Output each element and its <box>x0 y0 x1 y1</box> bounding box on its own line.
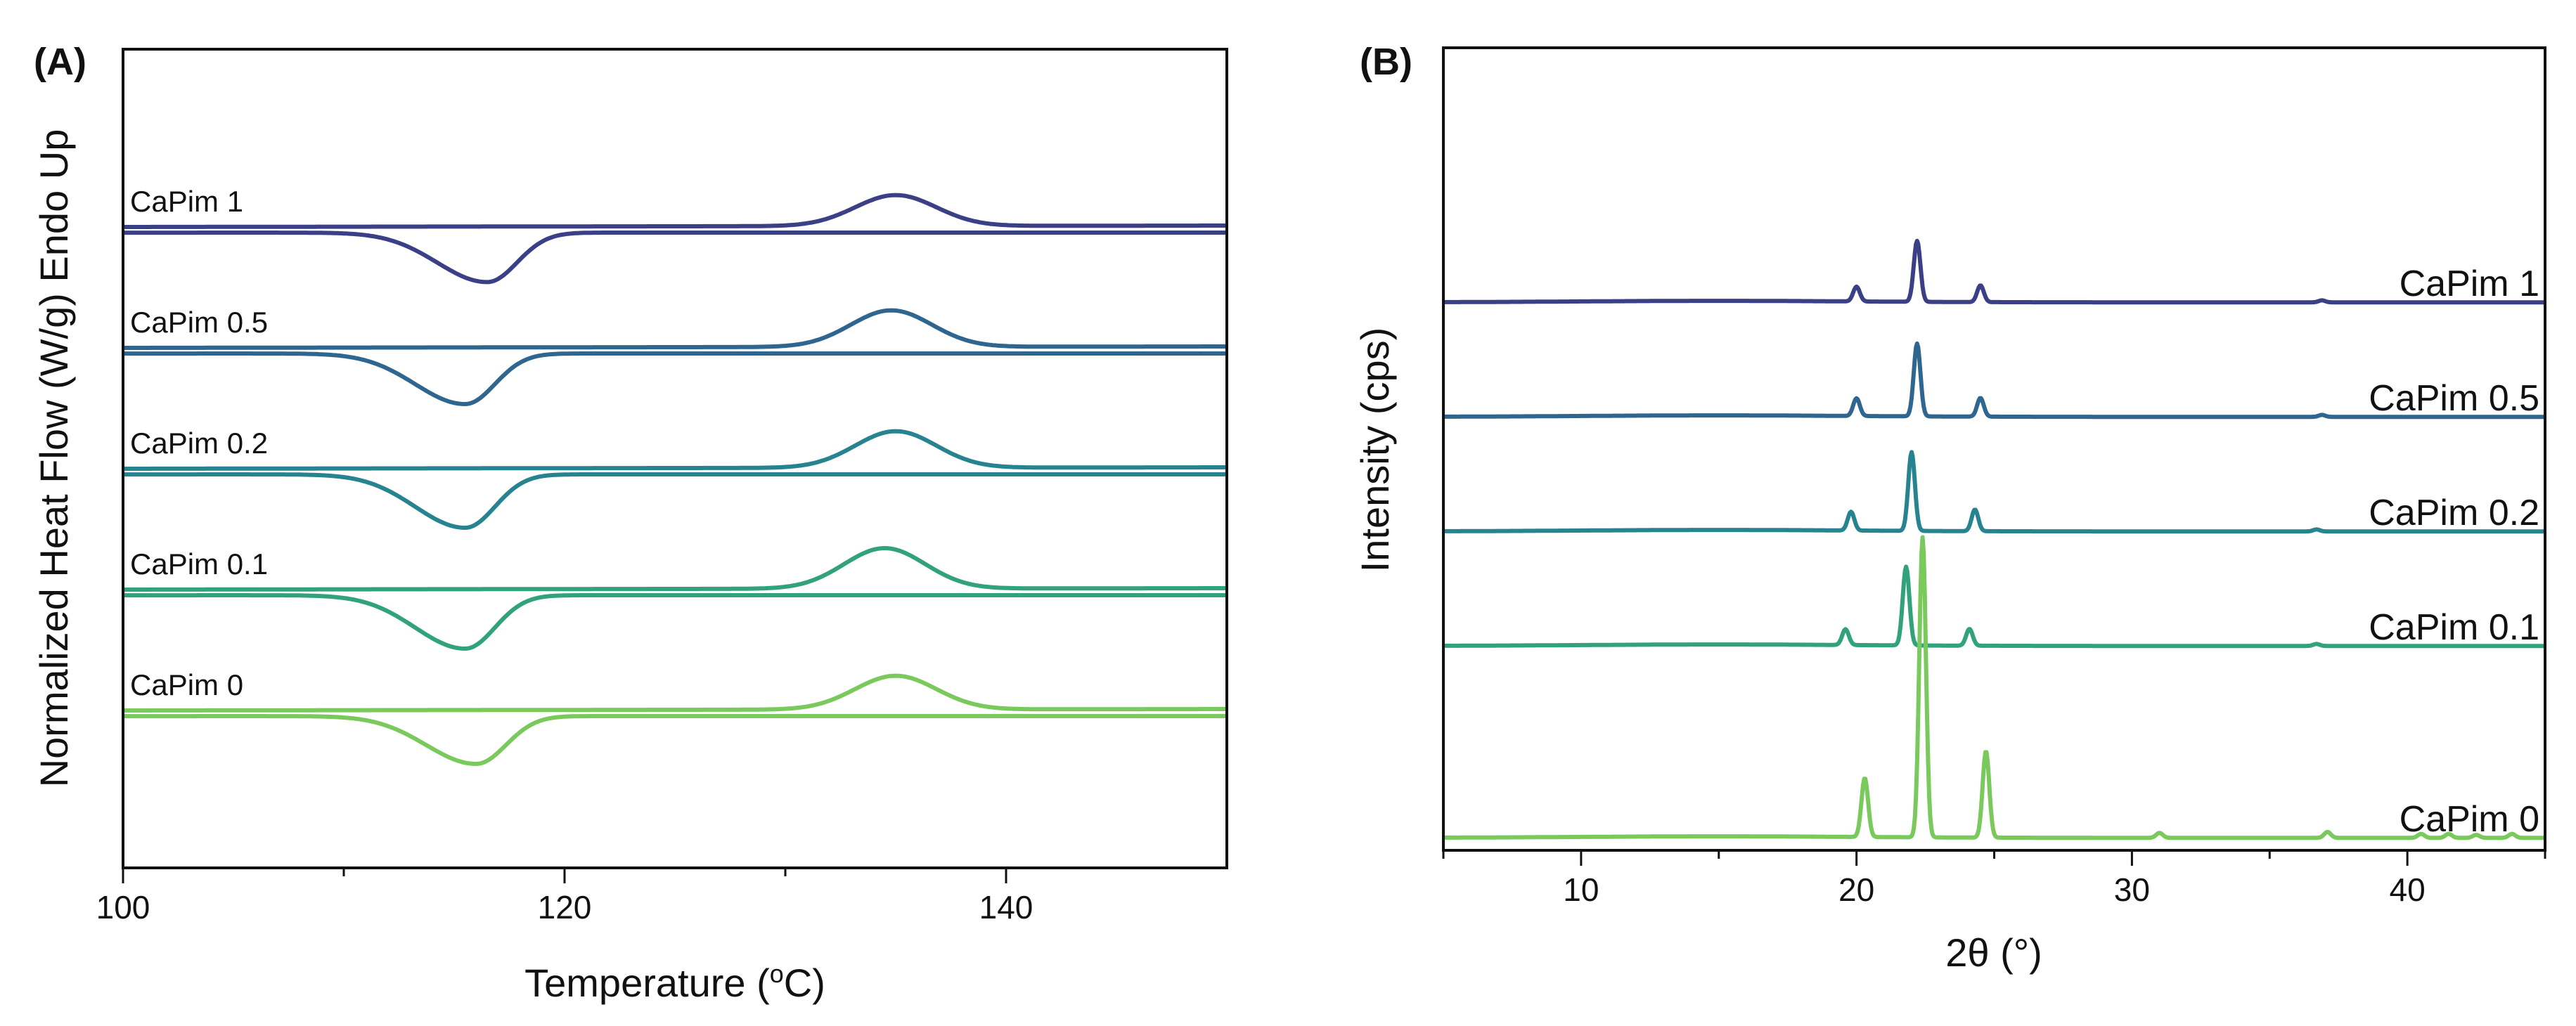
xrd-pattern-capim-1 <box>1442 238 2546 305</box>
xrd-pattern-capim-0-5 <box>1442 341 2546 420</box>
xrd-series-label-capim-0: CaPim 0 <box>2400 799 2539 840</box>
dsc-cooling-curve-capim-1 <box>123 230 1227 285</box>
panel-a-x-axis-title: Temperature (oC) <box>524 959 825 1005</box>
xrd-series-label-capim-1: CaPim 1 <box>2400 264 2539 304</box>
dsc-heating-curve-capim-0-1 <box>123 546 1227 592</box>
panel-a-xlabel-end: C) <box>784 961 825 1005</box>
x-tick-label-140: 140 <box>979 889 1033 926</box>
dsc-heating-curve-capim-0-5 <box>123 308 1227 350</box>
dsc-series-label-capim-0-1: CaPim 0.1 <box>130 547 268 580</box>
xrd-pattern-capim-0-1 <box>1442 564 2546 649</box>
xrd-pattern-capim-0 <box>1442 535 2546 840</box>
xrd-series-label-capim-0-5: CaPim 0.5 <box>2369 378 2539 419</box>
panel-b-plot-frame <box>1442 46 2546 852</box>
dsc-series-label-capim-0: CaPim 0 <box>130 668 243 701</box>
panel-a-xlabel-main: Temperature ( <box>524 961 770 1005</box>
panel-a-label: (A) <box>34 41 86 83</box>
x-tick-label-20: 20 <box>1838 871 1874 908</box>
dsc-heating-curve-capim-1 <box>123 193 1227 229</box>
panel-a-xlabel-superscript: o <box>770 959 784 988</box>
panel-a-x-ticks: 100 120 140 <box>96 868 1033 926</box>
panel-b-x-axis-title: 2θ (°) <box>1945 930 2042 975</box>
panel-b-curves: CaPim 1 CaPim 0.5 CaPim 0.2 CaPim 0.1 CaPim … <box>1442 238 2546 840</box>
panel-b-y-axis-title: Intensity (cps) <box>1353 327 1397 573</box>
dsc-heating-curve-capim-0 <box>123 673 1227 713</box>
panel-a-curves: CaPim 1 CaPim 0.5 CaPim 0.2 CaPim 0.1 CaPim … <box>123 185 1227 766</box>
dsc-cooling-curve-capim-0-5 <box>123 351 1227 406</box>
x-tick-label-10: 10 <box>1563 871 1599 908</box>
dsc-heating-curve-capim-0-2 <box>123 429 1227 471</box>
xrd-series-label-capim-0-2: CaPim 0.2 <box>2369 493 2539 533</box>
dsc-cooling-curve-capim-0-2 <box>123 472 1227 530</box>
panel-a-plot-frame <box>122 48 1228 869</box>
xrd-series-label-capim-0-1: CaPim 0.1 <box>2369 607 2539 648</box>
panel-b-x-ticks: 10 20 30 40 <box>1442 850 2546 908</box>
dsc-series-label-capim-0-2: CaPim 0.2 <box>130 427 268 460</box>
panel-b-label: (B) <box>1360 41 1412 83</box>
dsc-cooling-curve-capim-0-1 <box>123 593 1227 651</box>
dsc-series-label-capim-1: CaPim 1 <box>130 185 243 218</box>
xrd-pattern-capim-0-2 <box>1442 450 2546 534</box>
x-tick-label-30: 30 <box>2114 871 2150 908</box>
dsc-series-label-capim-0-5: CaPim 0.5 <box>130 306 268 339</box>
panel-a-y-axis-title: Normalized Heat Flow (W/g) Endo Up <box>32 129 76 788</box>
x-tick-label-120: 120 <box>538 889 592 926</box>
x-tick-label-40: 40 <box>2390 871 2426 908</box>
dsc-cooling-curve-capim-0 <box>123 714 1227 766</box>
x-tick-label-100: 100 <box>96 889 150 926</box>
